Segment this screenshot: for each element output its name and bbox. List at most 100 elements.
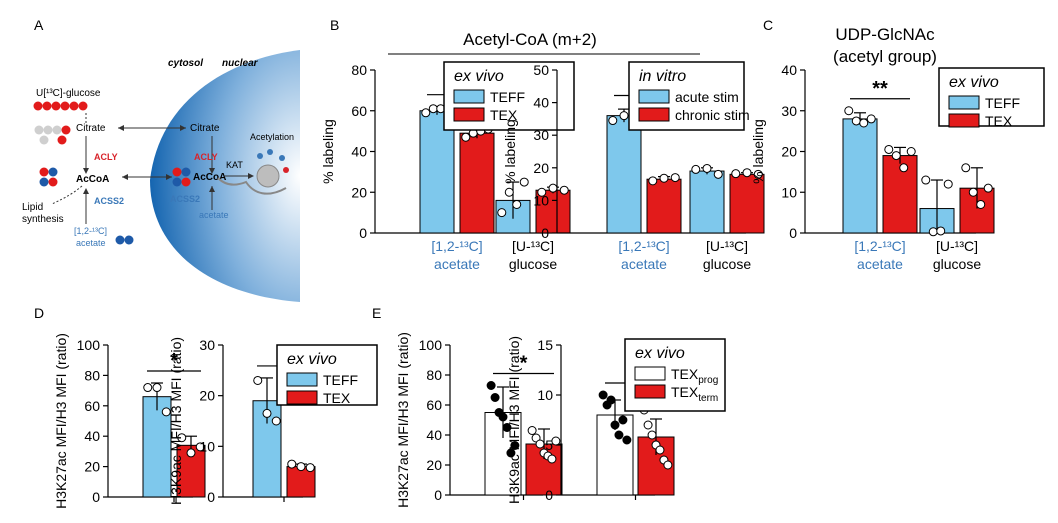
data-point xyxy=(906,147,916,156)
data-point xyxy=(844,106,854,116)
y-tick-label: 20 xyxy=(351,184,367,200)
x-tick-label: acetate xyxy=(857,256,903,272)
data-point xyxy=(655,445,665,455)
y-tick-label: 30 xyxy=(199,337,215,353)
glucose-carbons-icon xyxy=(33,101,88,111)
glucose-label: U[¹³C]-glucose xyxy=(36,88,101,99)
y-tick-label: 40 xyxy=(426,427,442,443)
acss2-left-label: ACSS2 xyxy=(94,196,124,206)
x-tick-label: acetate xyxy=(434,256,480,272)
y-tick-label: 15 xyxy=(537,337,553,353)
legend-swatch xyxy=(638,89,670,104)
significance-marker: * xyxy=(520,353,528,375)
x-tick-label: [U-¹³C] xyxy=(512,238,554,254)
legend-swatch xyxy=(453,89,485,104)
significance-marker: ** xyxy=(872,78,888,100)
acss2-right-label: ACSS2 xyxy=(170,194,200,204)
data-point xyxy=(731,169,741,179)
y-tick-label: 0 xyxy=(434,487,442,503)
data-point xyxy=(535,439,545,449)
y-tick-label: 20 xyxy=(199,388,215,404)
panel-letter-d: D xyxy=(34,305,44,321)
y-tick-label: 0 xyxy=(207,489,215,505)
lipid-label: Lipid xyxy=(22,202,43,213)
panel-c-subtitle: (acetyl group) xyxy=(833,47,937,66)
data-point xyxy=(753,169,763,179)
y-tick-label: 100 xyxy=(77,337,101,353)
data-point xyxy=(262,408,272,418)
data-point xyxy=(976,199,986,209)
synthesis-label: synthesis xyxy=(22,214,64,225)
legend-entry-subscript: term xyxy=(698,393,718,404)
citrate-carbons-icon xyxy=(34,125,71,145)
y-tick-label: 0 xyxy=(92,489,100,505)
data-point xyxy=(461,132,471,142)
legend-swatch xyxy=(948,95,980,110)
legend-entry: TEX xyxy=(323,390,351,406)
data-point xyxy=(152,383,162,393)
x-tick-label: glucose xyxy=(703,256,751,272)
acly-right-label: ACLY xyxy=(194,152,218,162)
legend-entry: TEFF xyxy=(985,95,1020,111)
y-tick-label: 80 xyxy=(84,367,100,383)
data-point xyxy=(618,415,628,425)
y-tick-label: 5 xyxy=(545,437,553,453)
acetylation-label: Acetylation xyxy=(250,132,294,142)
legend-entry: chronic stim xyxy=(675,107,750,123)
data-point xyxy=(598,390,608,400)
data-point xyxy=(502,423,512,432)
y-tick-label: 80 xyxy=(351,62,367,78)
histone-icon xyxy=(256,149,289,188)
data-point xyxy=(504,187,514,197)
y-tick-label: 10 xyxy=(781,184,797,200)
legend-swatch xyxy=(286,390,318,405)
cytosol-label: cytosol xyxy=(168,58,203,69)
data-point xyxy=(512,199,522,209)
x-tick-label: glucose xyxy=(509,256,557,272)
legend-swatch xyxy=(638,107,670,122)
acetate-right-label: acetate xyxy=(199,210,229,220)
panel-letter-c: C xyxy=(763,17,773,33)
data-point xyxy=(305,463,315,473)
y-axis-label: H3K27ac MFI/H3 MFI (ratio) xyxy=(53,333,69,509)
data-point xyxy=(497,208,507,218)
legend-title: ex vivo xyxy=(949,74,999,91)
chart-h3k27ac-d: 0 20 40 60 80 100 H3K27ac MFI/H3 MFI (ratio) * xyxy=(53,333,206,509)
dna-icon xyxy=(217,177,287,195)
accoa-right-carbons-icon xyxy=(172,167,191,187)
chart-udp-glcnac: 0 10 20 30 40 % labeling ** [1,2-¹³C] acetate [U-… xyxy=(750,62,1045,272)
y-tick-label: 40 xyxy=(781,62,797,78)
y-tick-label: 40 xyxy=(533,95,549,111)
bar xyxy=(689,170,725,234)
y-tick-label: 50 xyxy=(533,62,549,78)
y-tick-label: 30 xyxy=(781,103,797,119)
y-tick-label: 20 xyxy=(426,457,442,473)
data-point xyxy=(851,116,861,126)
data-point xyxy=(936,226,946,236)
nuclear-label: nuclear xyxy=(222,58,259,69)
data-point xyxy=(143,383,153,393)
bar xyxy=(419,110,455,234)
data-point xyxy=(659,173,669,183)
data-point xyxy=(608,116,618,126)
kat-label: KAT xyxy=(226,160,243,170)
data-point xyxy=(559,185,569,195)
data-point xyxy=(161,407,171,417)
bar xyxy=(606,115,642,234)
y-tick-label: 0 xyxy=(541,225,549,241)
data-point xyxy=(519,177,529,187)
data-point xyxy=(537,187,547,197)
legend-entry: TEX xyxy=(985,113,1013,129)
y-axis-label: H3K9ac MFI/H3 MFI (ratio) xyxy=(168,337,184,505)
data-point xyxy=(421,108,431,118)
y-tick-label: 40 xyxy=(351,144,367,160)
acetate-label-1: [1,2-¹³C] xyxy=(74,226,107,236)
bar xyxy=(286,466,316,498)
data-point xyxy=(663,460,673,470)
data-point xyxy=(619,111,629,121)
data-point xyxy=(891,151,901,161)
y-axis-label: % labeling xyxy=(502,119,518,184)
bar xyxy=(459,132,495,234)
